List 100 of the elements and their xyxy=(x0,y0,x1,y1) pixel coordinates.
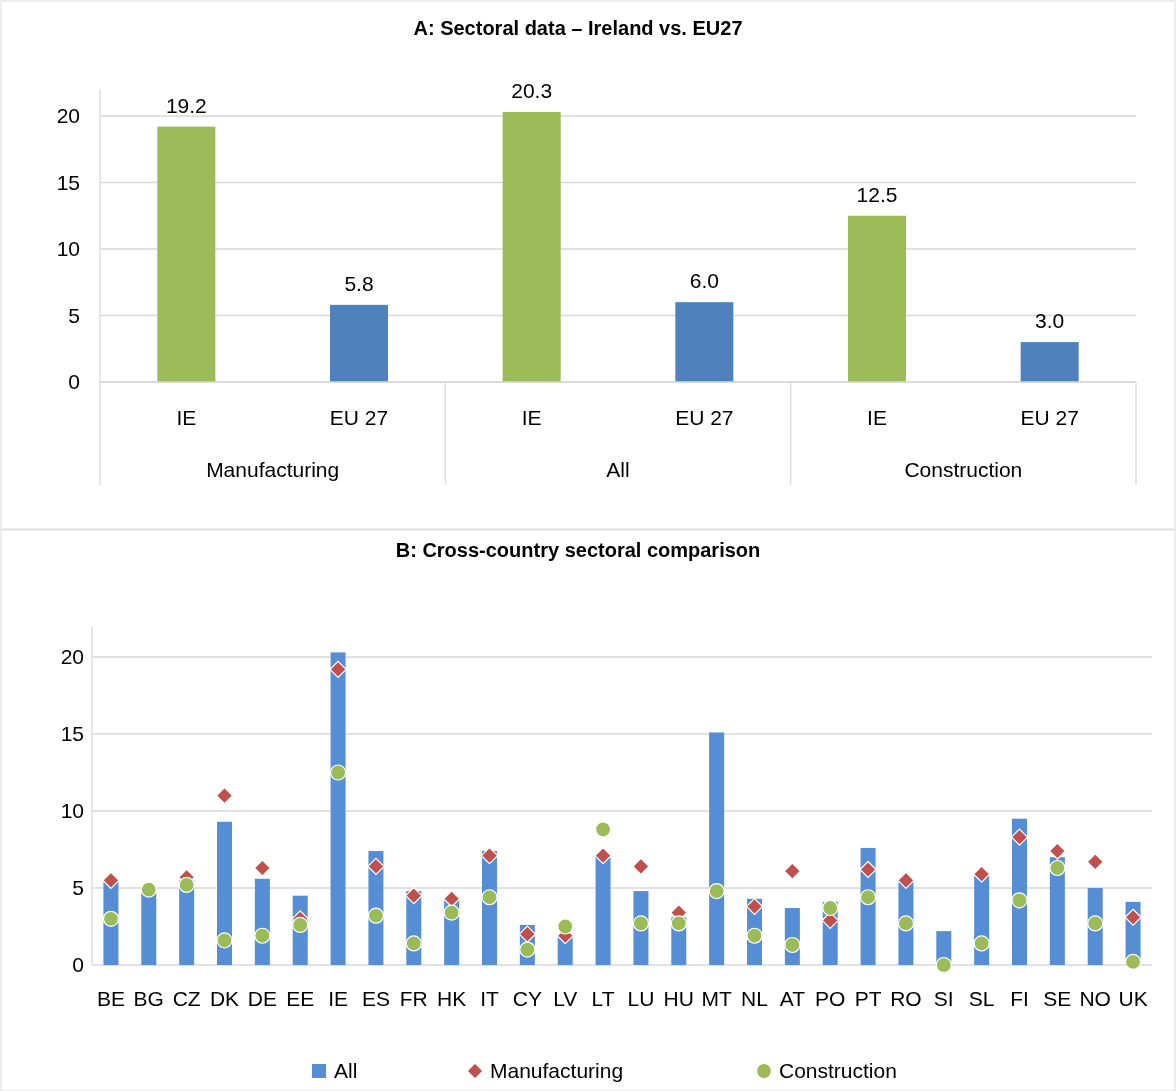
x-tick-label: PT xyxy=(854,987,882,1010)
x-tick-label: HU xyxy=(663,987,694,1010)
point xyxy=(518,925,536,943)
x-tick-label: NO xyxy=(1079,987,1111,1010)
point xyxy=(897,871,915,889)
point xyxy=(140,881,157,898)
data-label: 12.5 xyxy=(856,182,898,206)
x-tick-label: LT xyxy=(591,987,615,1010)
text: Construction xyxy=(904,458,1023,481)
x-tick-label: LU xyxy=(627,987,655,1010)
x-tick-label: BG xyxy=(133,987,164,1010)
x-tick-label: LV xyxy=(553,987,578,1010)
point xyxy=(783,862,801,880)
y-tick-label: 5 xyxy=(72,876,84,900)
y-tick-label: 20 xyxy=(60,645,84,669)
point xyxy=(670,915,687,932)
point xyxy=(632,915,650,932)
x-tick-label: SE xyxy=(1043,987,1072,1010)
bar xyxy=(1020,342,1079,382)
point xyxy=(557,918,574,935)
x-tick-label: UK xyxy=(1118,987,1148,1010)
point xyxy=(1124,953,1142,971)
point xyxy=(405,887,423,905)
point xyxy=(405,935,422,952)
y-tick-label: 0 xyxy=(68,370,80,394)
chart-title: B: Cross-country sectoral comparison xyxy=(395,539,761,561)
bar xyxy=(709,732,725,965)
point xyxy=(1049,859,1066,877)
bar xyxy=(217,821,232,965)
bar xyxy=(141,892,157,965)
point xyxy=(973,865,991,883)
y-tick-label: 15 xyxy=(60,722,84,746)
x-tick-label: IE xyxy=(176,406,197,429)
point xyxy=(594,821,612,838)
y-tick-label: 20 xyxy=(56,104,80,128)
x-tick-label: SL xyxy=(968,987,995,1010)
x-tick-label: DK xyxy=(209,987,240,1010)
x-tick-label: SI xyxy=(933,987,954,1010)
x-tick-label: FR xyxy=(399,987,428,1010)
bar xyxy=(502,112,561,382)
x-tick-label: EU 27 xyxy=(329,406,389,429)
text: Manufacturing xyxy=(206,458,340,481)
x-tick-label: ES xyxy=(361,987,390,1010)
point xyxy=(216,932,233,949)
point xyxy=(367,857,385,876)
point xyxy=(519,941,536,958)
bar xyxy=(848,215,906,382)
point xyxy=(254,927,271,944)
data-label: 20.3 xyxy=(511,79,553,103)
point xyxy=(178,876,195,894)
point xyxy=(632,857,650,876)
x-tick-label: EU 27 xyxy=(675,406,734,429)
point xyxy=(708,882,725,900)
point xyxy=(784,936,801,954)
x-tick-label: CZ xyxy=(172,987,201,1010)
point xyxy=(215,787,234,805)
x-tick-label: IE xyxy=(328,987,348,1010)
point xyxy=(822,899,839,917)
x-tick-label: CY xyxy=(512,987,542,1010)
y-tick-label: 10 xyxy=(60,799,84,823)
point xyxy=(745,897,764,916)
data-label: 6.0 xyxy=(689,269,719,293)
point xyxy=(481,889,498,906)
point xyxy=(746,927,763,944)
point xyxy=(102,871,120,889)
point xyxy=(1086,853,1104,871)
x-tick-label: PO xyxy=(815,987,846,1010)
y-tick-label: 15 xyxy=(56,170,80,194)
chart-title: A: Sectoral data – Ireland vs. EU27 xyxy=(413,17,743,39)
data-label: 19.2 xyxy=(165,93,207,117)
point xyxy=(859,860,877,879)
x-tick-label: MT xyxy=(701,987,732,1010)
point xyxy=(973,935,990,952)
point xyxy=(292,916,309,934)
x-tick-label: EE xyxy=(286,987,315,1010)
point xyxy=(102,910,120,927)
bar xyxy=(330,652,346,965)
legend-label: Construction xyxy=(779,1059,897,1083)
point xyxy=(897,915,915,932)
x-tick-label: RO xyxy=(890,987,922,1010)
point xyxy=(1011,892,1028,909)
point xyxy=(594,847,612,865)
x-tick-label: BE xyxy=(96,987,125,1010)
bar xyxy=(595,857,611,965)
point xyxy=(859,889,877,906)
point xyxy=(1010,828,1029,846)
x-tick-label: EU 27 xyxy=(1020,406,1079,429)
y-tick-label: 10 xyxy=(56,237,80,261)
x-tick-label: NL xyxy=(741,987,768,1010)
bar xyxy=(330,304,388,382)
point xyxy=(1124,908,1142,926)
data-label: 3.0 xyxy=(1035,309,1065,333)
x-tick-label: IE xyxy=(521,406,542,429)
x-tick-label: DE xyxy=(247,987,277,1010)
x-tick-label: FI xyxy=(1010,987,1029,1010)
x-tick-label: HK xyxy=(437,987,467,1010)
y-tick-label: 5 xyxy=(68,303,80,327)
text: All xyxy=(606,458,630,481)
point xyxy=(253,859,271,877)
point xyxy=(443,890,461,908)
